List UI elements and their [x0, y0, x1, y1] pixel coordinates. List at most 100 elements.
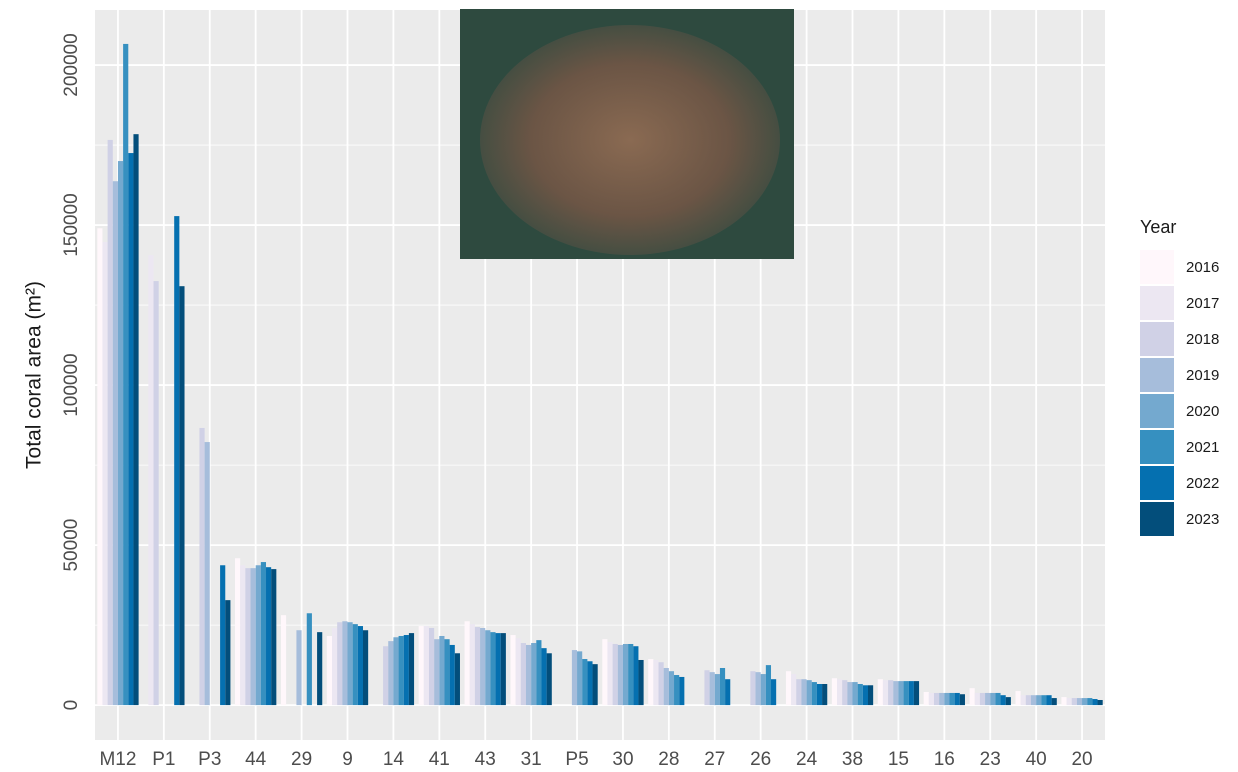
bar [128, 153, 133, 705]
bar [465, 621, 470, 705]
bar [934, 693, 939, 705]
bar [980, 693, 985, 705]
bar [266, 567, 271, 705]
x-tick-label: 24 [796, 749, 818, 770]
bar [801, 679, 806, 705]
x-tick-label: 44 [245, 749, 267, 770]
bar [490, 632, 495, 705]
bar [317, 632, 322, 705]
bar [235, 558, 240, 705]
bar [842, 680, 847, 705]
bar [531, 643, 536, 705]
bar [939, 693, 944, 705]
bar [868, 685, 873, 705]
bar [1098, 700, 1103, 705]
bar [102, 242, 107, 705]
bar [296, 630, 301, 705]
bar [261, 562, 266, 705]
bar [251, 568, 256, 705]
x-tick-label: 40 [1026, 749, 1047, 770]
bar [108, 140, 113, 705]
y-tick-label: 0 [61, 700, 82, 711]
bar [750, 671, 755, 705]
bar [388, 641, 393, 705]
bar [199, 428, 204, 705]
bar [863, 685, 868, 705]
bar [766, 665, 771, 705]
bar [118, 161, 123, 705]
bar [949, 693, 954, 705]
bar [638, 660, 643, 705]
bar [955, 693, 960, 705]
bar [353, 624, 358, 705]
x-tick-label: 29 [291, 749, 312, 770]
legend-key [1140, 394, 1174, 428]
bar [904, 681, 909, 705]
bar [1046, 695, 1051, 705]
bar [393, 637, 398, 705]
bar [909, 681, 914, 705]
bar [271, 569, 276, 705]
bar [409, 633, 414, 705]
bar [1026, 695, 1031, 705]
bar [761, 674, 766, 705]
bar [1015, 691, 1020, 705]
bar [485, 630, 490, 705]
bar [348, 622, 353, 705]
bar [342, 621, 347, 705]
bar [1006, 697, 1011, 705]
bar [1031, 695, 1036, 705]
legend-label: 2018 [1186, 331, 1219, 348]
bar [756, 672, 761, 705]
bar [669, 671, 674, 705]
x-tick-label: M12 [99, 749, 136, 770]
bar [593, 664, 598, 705]
bar [174, 216, 179, 705]
bar [1072, 698, 1077, 705]
bar [541, 648, 546, 705]
legend-label: 2022 [1186, 475, 1219, 492]
bar [148, 255, 153, 705]
bar [607, 642, 612, 705]
bar [664, 668, 669, 705]
x-tick-label: P3 [198, 749, 221, 770]
bar [220, 565, 225, 705]
legend-label: 2016 [1186, 259, 1219, 276]
bar [1082, 698, 1087, 705]
bar [179, 286, 184, 705]
bar [929, 693, 934, 705]
bar [154, 281, 159, 705]
bar [960, 694, 965, 705]
bar [812, 682, 817, 705]
legend-label: 2023 [1186, 511, 1219, 528]
bar [1077, 698, 1082, 705]
bar [470, 624, 475, 705]
bar [659, 662, 664, 705]
legend-label: 2017 [1186, 295, 1219, 312]
x-tick-label: 31 [521, 749, 542, 770]
x-tick-label: 43 [475, 749, 496, 770]
bar [893, 681, 898, 705]
bar [674, 675, 679, 705]
bar [715, 674, 720, 705]
bar [771, 679, 776, 705]
bar [602, 639, 607, 705]
bar [822, 684, 827, 705]
bar [383, 646, 388, 705]
bar [516, 638, 521, 705]
bar [883, 680, 888, 705]
x-tick-label: 9 [342, 749, 353, 770]
legend-key [1140, 502, 1174, 536]
bar [975, 693, 980, 705]
x-tick-label: 20 [1071, 749, 1092, 770]
bar [720, 668, 725, 705]
bar [307, 613, 312, 705]
bar [582, 659, 587, 705]
bar [577, 651, 582, 705]
bar [613, 644, 618, 705]
legend-key [1140, 430, 1174, 464]
bar [429, 628, 434, 705]
legend-label: 2019 [1186, 367, 1219, 384]
legend-title: Year [1140, 217, 1176, 237]
bar [256, 565, 261, 705]
